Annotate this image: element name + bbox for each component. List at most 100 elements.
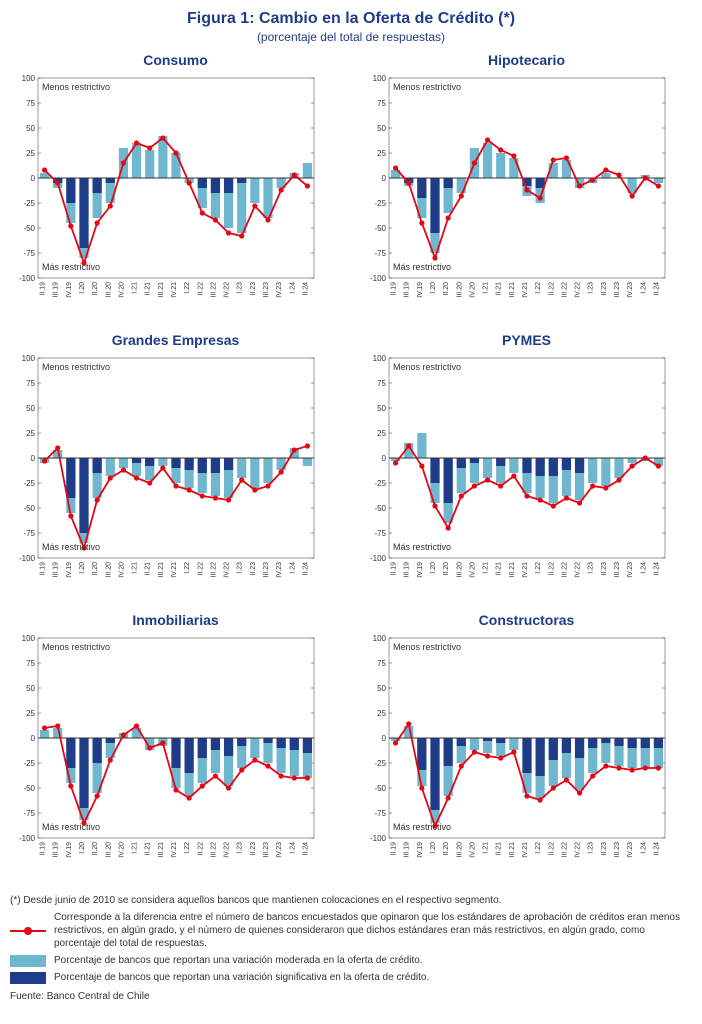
chart: -100-75-50-250255075100Menos restrictivo… xyxy=(361,352,671,602)
svg-text:II.24: II.24 xyxy=(653,282,660,296)
svg-text:I.21: I.21 xyxy=(483,282,490,294)
svg-text:IV.20: IV.20 xyxy=(469,562,476,578)
svg-text:50: 50 xyxy=(377,684,386,693)
svg-text:II.19: II.19 xyxy=(391,562,398,576)
svg-text:-75: -75 xyxy=(23,809,35,818)
svg-text:-75: -75 xyxy=(23,249,35,258)
svg-text:II.22: II.22 xyxy=(197,842,204,856)
svg-text:III.22: III.22 xyxy=(210,842,217,858)
svg-text:75: 75 xyxy=(377,379,386,388)
svg-text:Menos restrictivo: Menos restrictivo xyxy=(42,82,110,92)
svg-text:I.21: I.21 xyxy=(483,842,490,854)
svg-text:III.20: III.20 xyxy=(105,842,112,858)
svg-text:-100: -100 xyxy=(19,554,36,563)
svg-text:50: 50 xyxy=(26,124,35,133)
legend-dark-row: Porcentaje de bancos que reportan una va… xyxy=(10,971,692,984)
svg-text:50: 50 xyxy=(26,684,35,693)
svg-text:I.22: I.22 xyxy=(535,282,542,294)
svg-text:-100: -100 xyxy=(370,274,387,283)
svg-text:II.21: II.21 xyxy=(496,282,503,296)
svg-text:-75: -75 xyxy=(374,249,386,258)
svg-text:Más restrictivo: Más restrictivo xyxy=(42,542,100,552)
svg-text:Más restrictivo: Más restrictivo xyxy=(393,542,451,552)
svg-text:I.20: I.20 xyxy=(430,282,437,294)
svg-text:75: 75 xyxy=(377,659,386,668)
svg-text:II.23: II.23 xyxy=(601,842,608,856)
svg-text:75: 75 xyxy=(26,99,35,108)
svg-text:I.22: I.22 xyxy=(535,562,542,574)
svg-text:I.21: I.21 xyxy=(132,562,139,574)
svg-text:IV.21: IV.21 xyxy=(171,282,178,298)
svg-text:II.23: II.23 xyxy=(601,562,608,576)
svg-text:0: 0 xyxy=(31,174,36,183)
svg-text:IV.19: IV.19 xyxy=(66,562,73,578)
panel-title: Hipotecario xyxy=(361,52,692,68)
svg-text:II.22: II.22 xyxy=(197,562,204,576)
svg-text:-25: -25 xyxy=(374,759,386,768)
dark-swatch xyxy=(10,972,46,984)
svg-text:I.23: I.23 xyxy=(588,842,595,854)
panel-title: Constructoras xyxy=(361,612,692,628)
svg-text:IV.23: IV.23 xyxy=(276,842,283,858)
svg-text:III.21: III.21 xyxy=(158,842,165,858)
svg-text:100: 100 xyxy=(373,74,387,83)
svg-text:I.21: I.21 xyxy=(132,842,139,854)
line-swatch xyxy=(10,925,46,937)
svg-text:I.23: I.23 xyxy=(237,282,244,294)
svg-text:0: 0 xyxy=(382,734,387,743)
svg-text:II.19: II.19 xyxy=(40,842,47,856)
svg-text:50: 50 xyxy=(377,124,386,133)
panel: Constructoras -100-75-50-250255075100Men… xyxy=(361,612,692,882)
svg-text:I.22: I.22 xyxy=(184,282,191,294)
svg-text:-50: -50 xyxy=(374,224,386,233)
svg-text:II.23: II.23 xyxy=(250,562,257,576)
svg-text:II.19: II.19 xyxy=(40,282,47,296)
source: Fuente: Banco Central de Chile xyxy=(10,990,692,1003)
svg-text:IV.19: IV.19 xyxy=(66,282,73,298)
svg-text:IV.19: IV.19 xyxy=(417,562,424,578)
svg-text:II.23: II.23 xyxy=(250,842,257,856)
svg-text:II.20: II.20 xyxy=(443,562,450,576)
svg-text:-25: -25 xyxy=(23,759,35,768)
svg-text:-75: -75 xyxy=(23,529,35,538)
svg-text:IV.22: IV.22 xyxy=(575,282,582,298)
svg-text:II.21: II.21 xyxy=(496,842,503,856)
svg-text:I.23: I.23 xyxy=(237,562,244,574)
panel: Grandes Empresas -100-75-50-250255075100… xyxy=(10,332,341,602)
svg-text:IV.21: IV.21 xyxy=(522,562,529,578)
svg-text:-25: -25 xyxy=(374,199,386,208)
svg-text:-50: -50 xyxy=(23,224,35,233)
figure-subtitle: (porcentaje del total de respuestas) xyxy=(10,30,692,44)
svg-text:50: 50 xyxy=(377,404,386,413)
svg-text:IV.22: IV.22 xyxy=(224,282,231,298)
svg-text:IV.20: IV.20 xyxy=(469,842,476,858)
svg-text:25: 25 xyxy=(26,429,35,438)
svg-text:III.21: III.21 xyxy=(509,562,516,578)
svg-text:II.21: II.21 xyxy=(145,282,152,296)
svg-text:0: 0 xyxy=(31,454,36,463)
panel-title: Grandes Empresas xyxy=(10,332,341,348)
svg-text:IV.22: IV.22 xyxy=(575,562,582,578)
svg-text:II.24: II.24 xyxy=(302,842,309,856)
svg-text:100: 100 xyxy=(22,634,36,643)
svg-text:IV.23: IV.23 xyxy=(627,842,634,858)
svg-text:100: 100 xyxy=(373,634,387,643)
legend-light-text: Porcentaje de bancos que reportan una va… xyxy=(54,954,423,967)
svg-text:-75: -75 xyxy=(374,529,386,538)
legend-dark-text: Porcentaje de bancos que reportan una va… xyxy=(54,971,429,984)
svg-text:Menos restrictivo: Menos restrictivo xyxy=(393,642,461,652)
svg-text:IV.19: IV.19 xyxy=(66,842,73,858)
svg-text:II.24: II.24 xyxy=(302,562,309,576)
svg-text:IV.23: IV.23 xyxy=(627,562,634,578)
panel-title: PYMES xyxy=(361,332,692,348)
svg-text:II.20: II.20 xyxy=(443,282,450,296)
svg-text:50: 50 xyxy=(26,404,35,413)
chart: -100-75-50-250255075100Menos restrictivo… xyxy=(10,632,320,882)
svg-text:I.23: I.23 xyxy=(237,842,244,854)
svg-text:III.21: III.21 xyxy=(509,842,516,858)
svg-text:II.19: II.19 xyxy=(391,842,398,856)
svg-text:III.19: III.19 xyxy=(53,282,60,298)
svg-text:IV.20: IV.20 xyxy=(118,282,125,298)
svg-text:II.21: II.21 xyxy=(496,562,503,576)
svg-text:100: 100 xyxy=(373,354,387,363)
